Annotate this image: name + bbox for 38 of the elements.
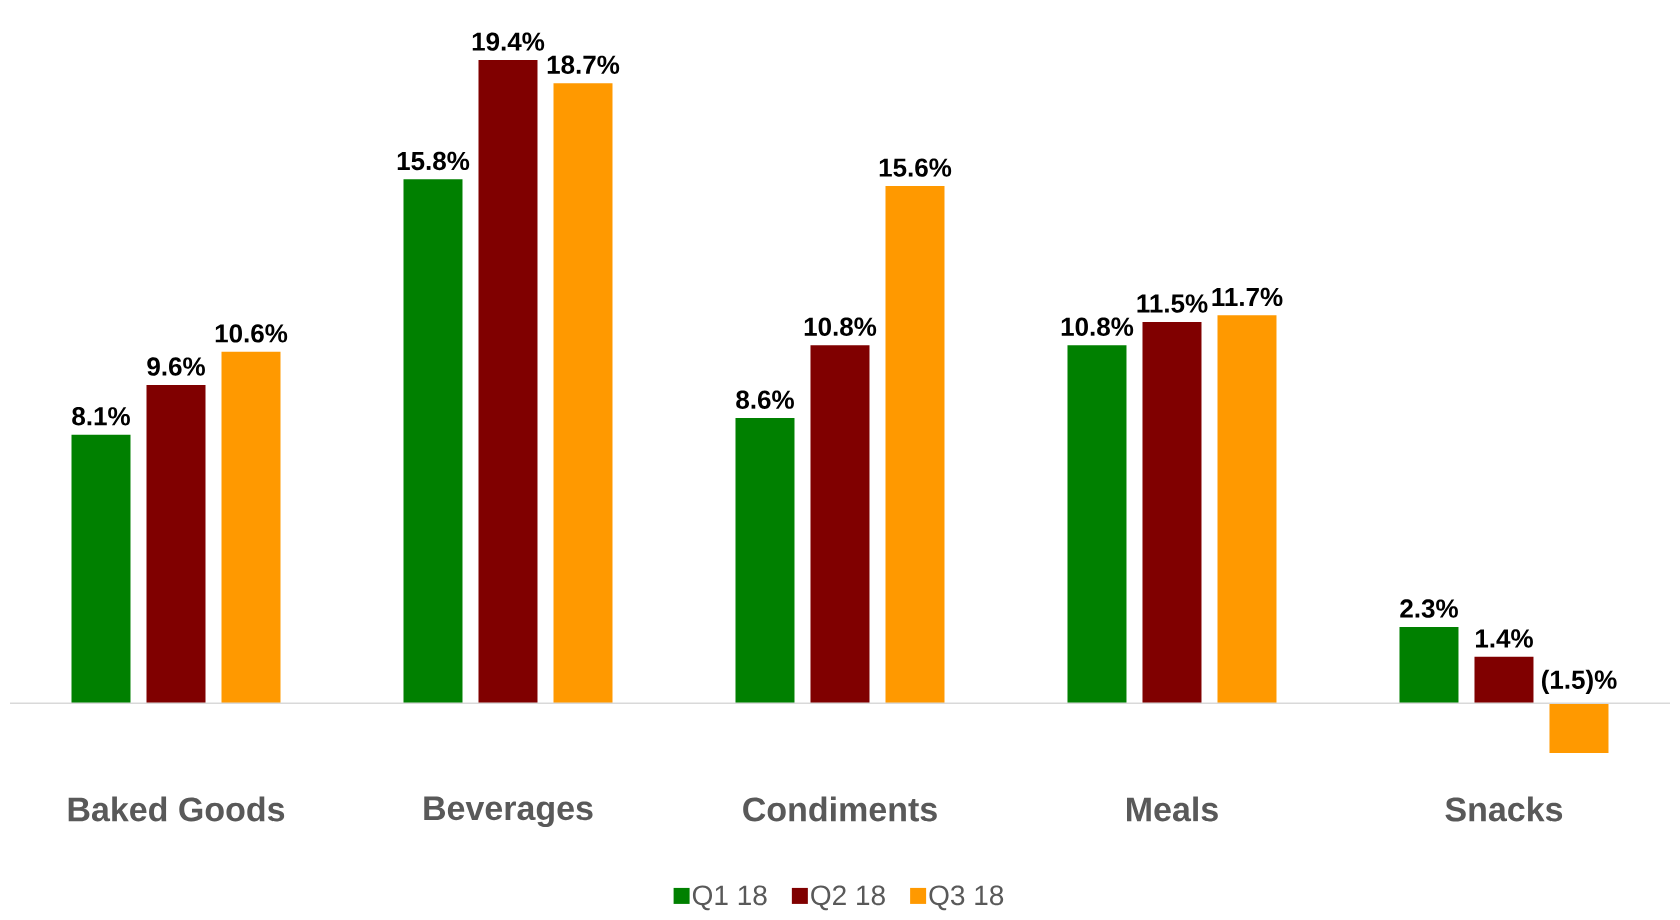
- x-tick-label: Baked Goods: [68, 796, 285, 822]
- bar: [553, 83, 613, 704]
- bar: [71, 434, 131, 704]
- bar: [885, 185, 945, 704]
- data-label: 10.8%: [1061, 317, 1134, 336]
- bar: [1217, 315, 1277, 704]
- data-label: 2.3%: [1400, 599, 1458, 618]
- bar: [1399, 627, 1459, 704]
- x-tick-label: Snacks: [1445, 796, 1563, 822]
- bar: [478, 59, 538, 704]
- data-label: 8.1%: [72, 407, 130, 426]
- data-label: 15.6%: [879, 158, 952, 177]
- bar: [1474, 656, 1534, 704]
- data-label: (1.5)%: [1541, 669, 1617, 695]
- legend-label: Q3 18: [929, 885, 1004, 911]
- bar: [1142, 321, 1202, 704]
- data-label: 9.6%: [147, 357, 205, 376]
- bar: [221, 351, 281, 704]
- x-tick-label: Condiments: [743, 796, 937, 822]
- data-label: 18.7%: [547, 55, 620, 74]
- x-tick-label: Beverages: [424, 796, 593, 828]
- bar: [1067, 345, 1127, 704]
- data-label: 8.6%: [736, 390, 794, 409]
- bar: [146, 384, 206, 704]
- bar: [810, 345, 870, 704]
- legend-label: Q2 18: [811, 885, 885, 911]
- x-tick-label: Meals: [1127, 796, 1218, 822]
- data-label: 1.4%: [1475, 629, 1533, 648]
- bar: [403, 179, 463, 704]
- data-label: 11.5%: [1137, 294, 1208, 313]
- data-label: 15.8%: [397, 151, 470, 171]
- data-label: 10.6%: [215, 324, 288, 343]
- bar: [735, 418, 795, 704]
- legend-label: Q1 18: [692, 885, 767, 911]
- data-label: 11.7%: [1212, 287, 1283, 307]
- bar: [1549, 703, 1609, 753]
- data-label: 10.8%: [804, 317, 877, 336]
- data-label: 19.4%: [472, 32, 545, 51]
